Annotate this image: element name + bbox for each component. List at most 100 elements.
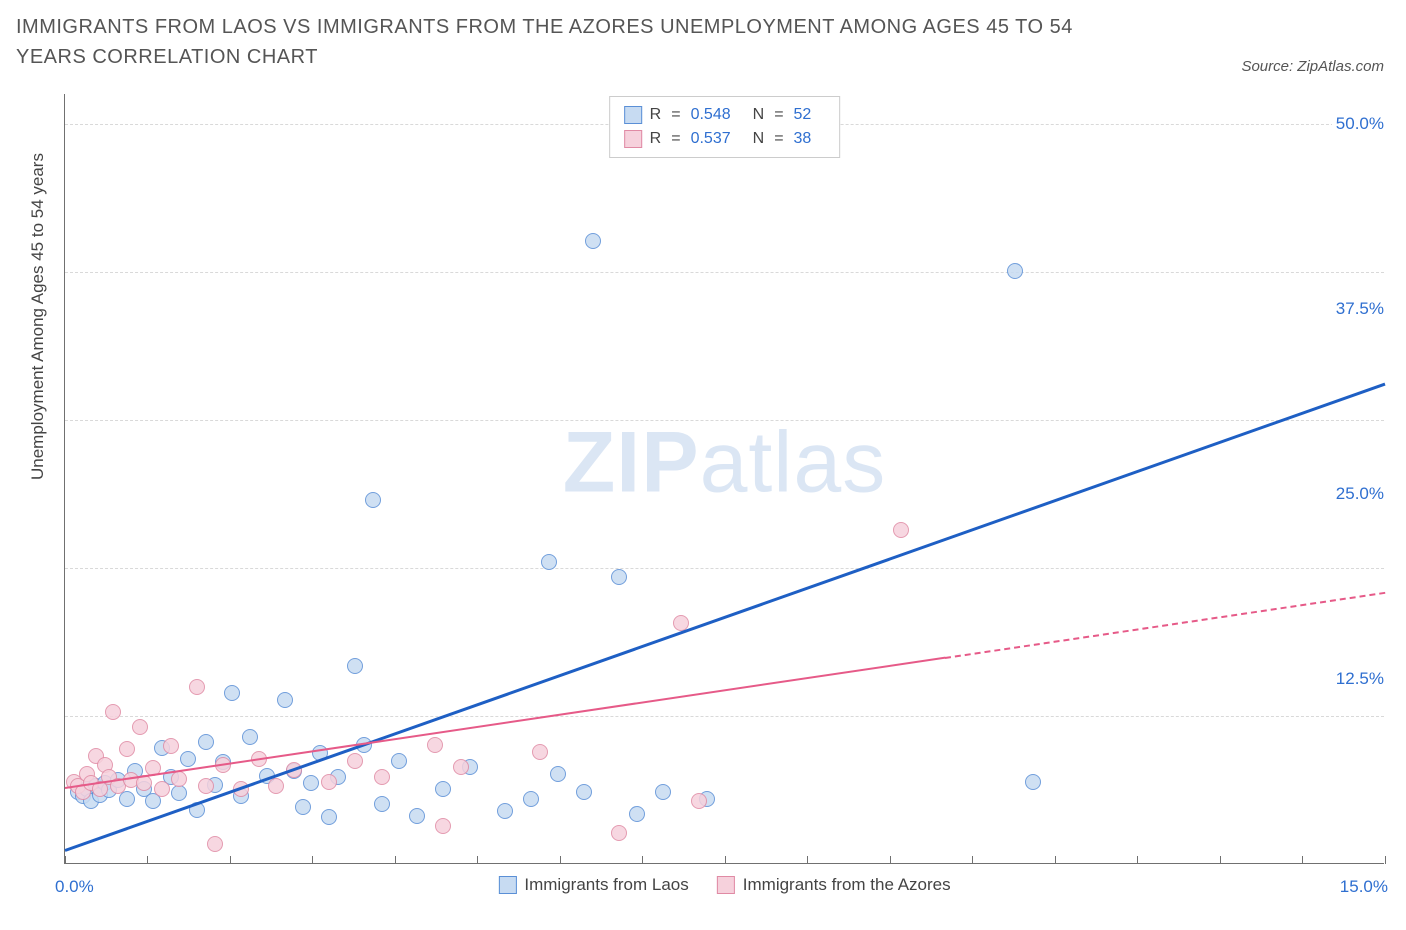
- y-axis-tick-label: 25.0%: [1332, 484, 1388, 504]
- n-value-azores: 38: [794, 127, 812, 151]
- data-point-laos: [409, 808, 425, 824]
- legend-item-laos: Immigrants from Laos: [498, 875, 688, 895]
- x-axis-tick: [807, 856, 808, 864]
- data-point-laos: [119, 791, 135, 807]
- n-label: N: [753, 103, 765, 127]
- x-axis-tick: [890, 856, 891, 864]
- data-point-laos: [629, 806, 645, 822]
- y-axis-tick-label: 12.5%: [1332, 669, 1388, 689]
- x-axis-tick: [725, 856, 726, 864]
- data-point-laos: [523, 791, 539, 807]
- x-axis-tick: [65, 856, 66, 864]
- legend-item-azores: Immigrants from the Azores: [717, 875, 951, 895]
- data-point-azores: [154, 781, 170, 797]
- data-point-laos: [550, 766, 566, 782]
- chart-title: IMMIGRANTS FROM LAOS VS IMMIGRANTS FROM …: [16, 12, 1136, 72]
- n-value-laos: 52: [794, 103, 812, 127]
- gridline: [65, 716, 1384, 717]
- data-point-laos: [171, 785, 187, 801]
- legend-stats-row-azores: R = 0.537 N = 38: [624, 127, 826, 151]
- data-point-laos: [585, 233, 601, 249]
- data-point-azores: [171, 771, 187, 787]
- x-axis-tick: [147, 856, 148, 864]
- trendline-azores-extrapolated: [945, 592, 1385, 659]
- legend-stats-box: R = 0.548 N = 52 R = 0.537 N = 38: [609, 96, 841, 158]
- gridline: [65, 568, 1384, 569]
- data-point-azores: [435, 818, 451, 834]
- legend-label-azores: Immigrants from the Azores: [743, 875, 951, 895]
- y-axis-tick-label: 50.0%: [1332, 114, 1388, 134]
- data-point-azores: [105, 704, 121, 720]
- swatch-azores: [624, 130, 642, 148]
- data-point-azores: [532, 744, 548, 760]
- equals-sign: =: [671, 103, 680, 127]
- data-point-azores: [427, 737, 443, 753]
- data-point-azores: [119, 741, 135, 757]
- data-point-laos: [391, 753, 407, 769]
- data-point-azores: [163, 738, 179, 754]
- r-value-laos: 0.548: [691, 103, 731, 127]
- legend-series: Immigrants from Laos Immigrants from the…: [498, 875, 950, 895]
- swatch-azores: [717, 876, 735, 894]
- data-point-laos: [541, 554, 557, 570]
- x-axis-tick: [560, 856, 561, 864]
- data-point-laos: [242, 729, 258, 745]
- x-axis-tick: [230, 856, 231, 864]
- data-point-azores: [189, 679, 205, 695]
- x-axis-min-label: 0.0%: [55, 877, 94, 897]
- chart-plot-area: ZIPatlas R = 0.548 N = 52 R = 0.537 N = …: [64, 94, 1384, 864]
- swatch-laos: [498, 876, 516, 894]
- data-point-azores: [374, 769, 390, 785]
- source-label: Source: ZipAtlas.com: [1241, 58, 1384, 75]
- data-point-laos: [1025, 774, 1041, 790]
- x-axis-tick: [477, 856, 478, 864]
- data-point-laos: [303, 775, 319, 791]
- data-point-laos: [611, 569, 627, 585]
- data-point-azores: [132, 719, 148, 735]
- r-label: R: [650, 103, 662, 127]
- data-point-azores: [268, 778, 284, 794]
- data-point-laos: [321, 809, 337, 825]
- swatch-laos: [624, 106, 642, 124]
- data-point-laos: [365, 492, 381, 508]
- equals-sign: =: [774, 103, 783, 127]
- data-point-laos: [497, 803, 513, 819]
- data-point-laos: [1007, 263, 1023, 279]
- y-axis-title: Unemployment Among Ages 45 to 54 years: [28, 153, 48, 480]
- r-value-azores: 0.537: [691, 127, 731, 151]
- data-point-laos: [277, 692, 293, 708]
- data-point-laos: [295, 799, 311, 815]
- x-axis-tick: [972, 856, 973, 864]
- data-point-azores: [453, 759, 469, 775]
- r-label: R: [650, 127, 662, 151]
- trendline-laos: [65, 383, 1386, 852]
- data-point-azores: [611, 825, 627, 841]
- data-point-azores: [347, 753, 363, 769]
- x-axis-tick: [1055, 856, 1056, 864]
- data-point-laos: [374, 796, 390, 812]
- x-axis-tick: [312, 856, 313, 864]
- equals-sign: =: [671, 127, 680, 151]
- data-point-laos: [435, 781, 451, 797]
- trendline-azores: [65, 657, 945, 789]
- data-point-azores: [893, 522, 909, 538]
- x-axis-tick: [1220, 856, 1221, 864]
- watermark: ZIPatlas: [563, 414, 886, 513]
- x-axis-tick: [642, 856, 643, 864]
- data-point-laos: [198, 734, 214, 750]
- data-point-azores: [691, 793, 707, 809]
- n-label: N: [753, 127, 765, 151]
- data-point-laos: [180, 751, 196, 767]
- watermark-light: atlas: [700, 415, 887, 511]
- legend-label-laos: Immigrants from Laos: [524, 875, 688, 895]
- data-point-laos: [576, 784, 592, 800]
- x-axis-tick: [1385, 856, 1386, 864]
- data-point-laos: [224, 685, 240, 701]
- data-point-azores: [321, 774, 337, 790]
- x-axis-tick: [395, 856, 396, 864]
- x-axis-tick: [1137, 856, 1138, 864]
- y-axis-tick-label: 37.5%: [1332, 299, 1388, 319]
- x-axis-tick: [1302, 856, 1303, 864]
- x-axis-max-label: 15.0%: [1340, 877, 1388, 897]
- data-point-azores: [207, 836, 223, 852]
